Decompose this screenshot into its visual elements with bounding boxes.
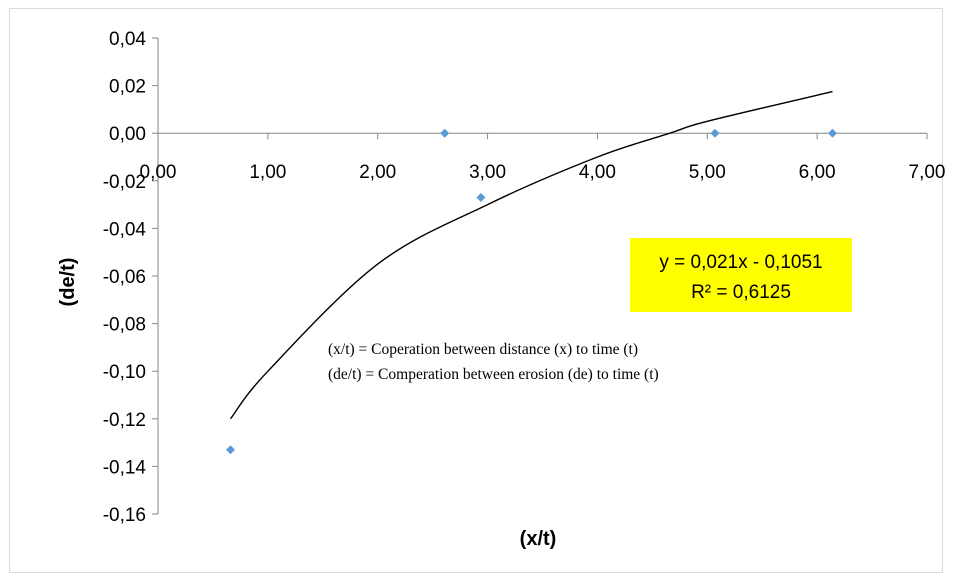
y-tick-label: -0,08 bbox=[103, 315, 146, 336]
data-point bbox=[828, 128, 838, 138]
y-tick-label: -0,06 bbox=[103, 267, 146, 288]
equation-box: y = 0,021x - 0,1051 R² = 0,6125 bbox=[630, 238, 852, 312]
x-tick-label: 4,00 bbox=[579, 162, 616, 183]
data-point bbox=[226, 445, 236, 455]
x-tick-label: 2,00 bbox=[359, 162, 396, 183]
x-axis-title: (x/t) bbox=[520, 528, 557, 550]
data-point bbox=[476, 192, 486, 202]
y-tick-label: -0,12 bbox=[103, 410, 146, 431]
trendline-curve bbox=[229, 90, 833, 420]
trendline-equation: y = 0,021x - 0,1051 bbox=[659, 252, 822, 273]
y-tick-label: -0,14 bbox=[103, 457, 147, 478]
x-tick-label: 7,00 bbox=[909, 162, 946, 183]
x-tick-label: 0,00 bbox=[140, 162, 177, 183]
y-tick-label: -0,04 bbox=[103, 219, 147, 240]
y-tick-label: -0,16 bbox=[103, 505, 146, 526]
equation-box-background bbox=[630, 238, 852, 312]
data-points bbox=[226, 128, 838, 455]
y-tick-label: 0,04 bbox=[109, 29, 146, 50]
y-tick-label: 0,00 bbox=[109, 124, 146, 145]
data-point bbox=[440, 128, 450, 138]
x-axis: 0,00 1,00 2,00 3,00 4,00 5,00 6,00 7,00 bbox=[140, 132, 946, 183]
annotation-x-definition: (x/t) = Coperation between distance (x) … bbox=[328, 341, 638, 358]
annotation-de-definition: (de/t) = Comperation between erosion (de… bbox=[328, 366, 659, 383]
x-tick-label: 1,00 bbox=[249, 162, 286, 183]
x-tick-label: 5,00 bbox=[689, 162, 726, 183]
x-tick-label: 6,00 bbox=[799, 162, 836, 183]
x-tick-label: 3,00 bbox=[469, 162, 506, 183]
y-tick-label: 0,02 bbox=[109, 77, 146, 98]
y-tick-label: -0,10 bbox=[103, 362, 146, 383]
y-axis: 0,04 0,02 0,00 -0,02 -0,04 -0,06 -0,08 -0,10 -0,… bbox=[103, 29, 159, 526]
y-tick-label: -0,02 bbox=[103, 172, 146, 193]
trendline bbox=[229, 90, 833, 420]
r-squared-label: R² = 0,6125 bbox=[691, 282, 791, 303]
data-point bbox=[710, 128, 720, 138]
y-axis-title: (de/t) bbox=[57, 258, 79, 307]
